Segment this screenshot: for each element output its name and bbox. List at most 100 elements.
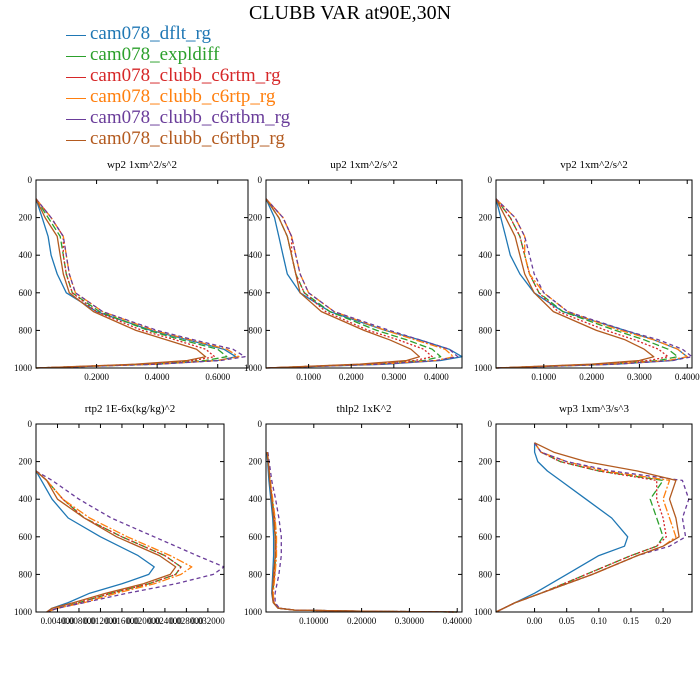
series-line [35, 198, 207, 369]
x-tick-label: 0.00 [527, 616, 543, 626]
series-line [495, 198, 655, 369]
legend-label: cam078_dflt_rg [90, 23, 212, 44]
x-tick-label: 0.10 [591, 616, 607, 626]
x-tick-label: 0.024000 [148, 616, 182, 626]
series-line [265, 198, 442, 369]
series-line [495, 198, 688, 369]
series-line [266, 452, 458, 613]
plot-frame [35, 423, 225, 613]
series-line [35, 470, 182, 613]
series-line [495, 198, 669, 369]
y-tick-label: 0 [258, 175, 263, 185]
x-tick-label: 0.6000 [205, 372, 230, 382]
plot-frame [495, 423, 693, 613]
series-line [266, 452, 458, 613]
x-tick-label: 0.008000 [62, 616, 96, 626]
x-tick-label: 0.2000 [339, 372, 364, 382]
x-tick-label: 0.4000 [424, 372, 449, 382]
plot-frame [265, 423, 463, 613]
chart-title: wp2 1xm^2/s^2 [107, 159, 177, 171]
chart-title: up2 1xm^2/s^2 [330, 159, 397, 171]
y-tick-label: 600 [249, 532, 263, 542]
y-tick-label: 200 [479, 457, 493, 467]
legend-label: cam078_clubb_c6rtm_rg [90, 65, 281, 86]
x-tick-label: 0.4000 [675, 372, 700, 382]
x-tick-label: 0.40000 [443, 616, 473, 626]
series-line [35, 470, 177, 613]
y-tick-label: 400 [19, 494, 33, 504]
x-tick-label: 0.1000 [531, 372, 556, 382]
series-line [35, 198, 246, 369]
y-tick-label: 1000 [474, 607, 493, 617]
y-tick-label: 200 [249, 213, 263, 223]
series-line [495, 442, 677, 613]
series-line [265, 198, 433, 369]
y-tick-label: 800 [249, 569, 263, 579]
plot-frame [265, 179, 463, 369]
legend-label: cam078_clubb_c6rtp_rg [90, 86, 276, 107]
y-tick-label: 800 [19, 569, 33, 579]
legend-line-swatch [66, 119, 86, 120]
y-tick-label: 600 [249, 288, 263, 298]
plot-frame [35, 179, 249, 369]
y-tick-label: 1000 [14, 607, 33, 617]
y-tick-label: 800 [479, 569, 493, 579]
y-tick-label: 1000 [474, 363, 493, 373]
series-line [495, 198, 693, 369]
chart-title: wp3 1xm^3/s^3 [559, 403, 629, 415]
y-tick-label: 0 [488, 419, 493, 429]
chart-title: rtp2 1E-6x(kg/kg)^2 [85, 403, 175, 415]
y-tick-label: 0 [28, 419, 33, 429]
y-tick-label: 0 [28, 175, 33, 185]
series-line [495, 198, 688, 369]
y-tick-label: 800 [249, 325, 263, 335]
y-tick-label: 800 [479, 325, 493, 335]
y-tick-label: 600 [479, 532, 493, 542]
y-tick-label: 600 [19, 532, 33, 542]
y-tick-label: 1000 [244, 607, 263, 617]
x-tick-label: 0.10000 [299, 616, 329, 626]
x-tick-label: 0.05 [559, 616, 575, 626]
x-tick-label: 0.3000 [381, 372, 406, 382]
x-tick-label: 0.004000 [41, 616, 75, 626]
series-line [495, 442, 629, 613]
series-line [495, 442, 667, 613]
y-tick-label: 800 [19, 325, 33, 335]
x-tick-label: 0.20000 [347, 616, 377, 626]
x-tick-label: 0.4000 [145, 372, 170, 382]
y-tick-label: 400 [249, 250, 263, 260]
x-tick-label: 0.15 [623, 616, 639, 626]
legend-line-swatch [66, 77, 86, 78]
legend-line-swatch [66, 56, 86, 57]
y-tick-label: 1000 [244, 363, 263, 373]
x-tick-label: 0.032000 [191, 616, 225, 626]
series-line [495, 198, 679, 369]
series-line [495, 442, 664, 613]
y-tick-label: 600 [479, 288, 493, 298]
series-line [266, 452, 458, 613]
y-tick-label: 200 [19, 213, 33, 223]
y-tick-label: 0 [488, 175, 493, 185]
series-line [35, 198, 216, 369]
figure-title: CLUBB VAR at90E,30N [248, 2, 452, 24]
legend-label: cam078_expldiff [90, 44, 220, 65]
y-tick-label: 400 [19, 250, 33, 260]
x-tick-label: 0.2000 [84, 372, 109, 382]
series-line [35, 470, 193, 613]
y-tick-label: 400 [479, 250, 493, 260]
legend-line-swatch [66, 98, 86, 99]
series-line [35, 470, 155, 613]
x-tick-label: 0.3000 [627, 372, 652, 382]
legend-label: cam078_clubb_c6rtbm_rg [90, 107, 291, 128]
series-line [265, 198, 459, 369]
x-tick-label: 0.016000 [105, 616, 139, 626]
legend-line-swatch [66, 140, 86, 141]
legend-line-swatch [66, 35, 86, 36]
y-tick-label: 200 [19, 457, 33, 467]
x-tick-label: 0.012000 [84, 616, 118, 626]
x-tick-label: 0.1000 [296, 372, 321, 382]
series-line [495, 442, 690, 613]
series-line [35, 470, 225, 613]
